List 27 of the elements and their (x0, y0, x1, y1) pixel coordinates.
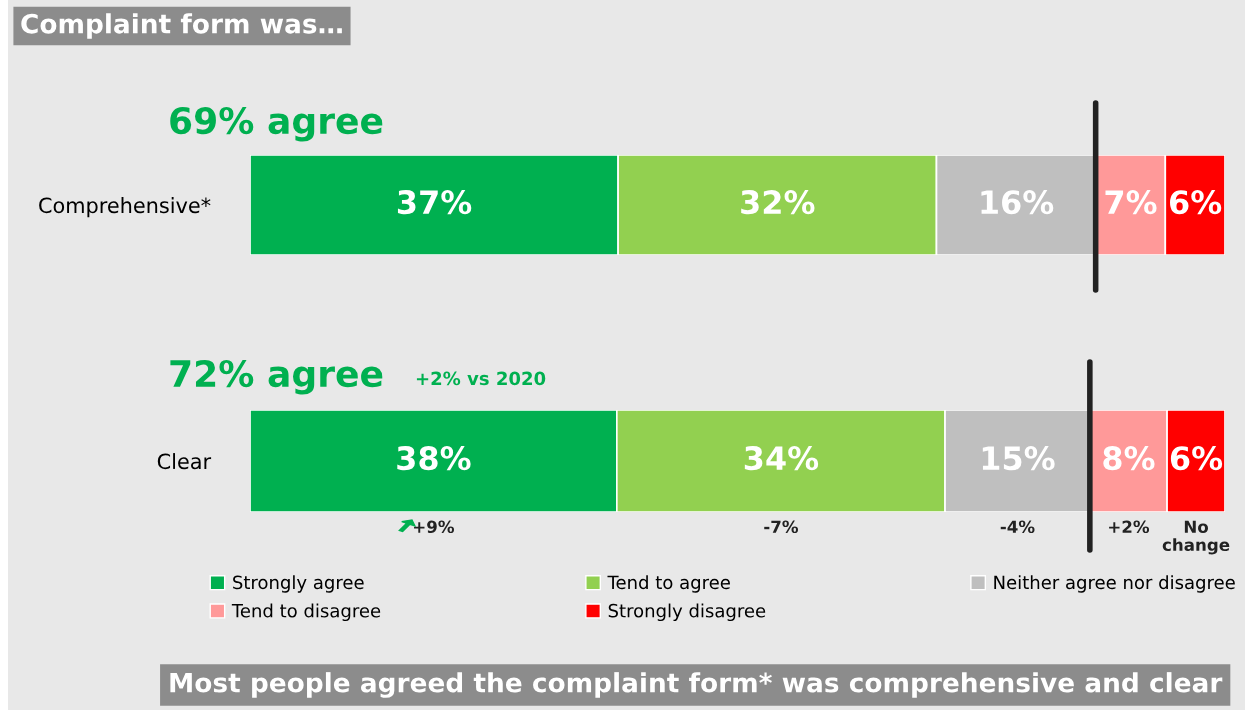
data-label: 8% (1103, 446, 1155, 471)
data-label: 37% (397, 190, 472, 215)
text: +9% (414, 520, 455, 534)
legend-label: Neither agree nor disagree (994, 575, 1235, 593)
chart-subtitle: +2% vs 2020 (416, 371, 546, 386)
text: +2% (1109, 520, 1150, 534)
data-label: 6% (1170, 190, 1222, 215)
chart-title: 72% agree (170, 359, 383, 395)
y-tick-label: Comprehensive* (39, 197, 211, 218)
data-label: 34% (744, 446, 819, 471)
data-label: 15% (982, 446, 1055, 471)
legend-label: Strongly agree (233, 575, 364, 593)
text: -4% (1000, 520, 1035, 534)
text: -7% (764, 520, 799, 534)
text: Most people agreed the complaint form* was comprehensive and clear (170, 672, 1223, 698)
y-tick-label: Clear (157, 453, 212, 470)
chart-subtitle: 69% agree (170, 106, 383, 142)
legend-label: Tend to disagree (231, 603, 381, 621)
data-label: 38% (397, 446, 471, 471)
data-label: 32% (741, 190, 815, 215)
text: No change (1162, 520, 1230, 555)
chart-title: Complaint form was… (21, 13, 342, 39)
data-label: 16% (981, 190, 1054, 215)
legend-label: Strongly disagree (608, 603, 766, 621)
data-label: 6% (1170, 446, 1223, 471)
data-label: 7% (1105, 190, 1157, 215)
legend-label: Tend to agree (607, 575, 730, 593)
